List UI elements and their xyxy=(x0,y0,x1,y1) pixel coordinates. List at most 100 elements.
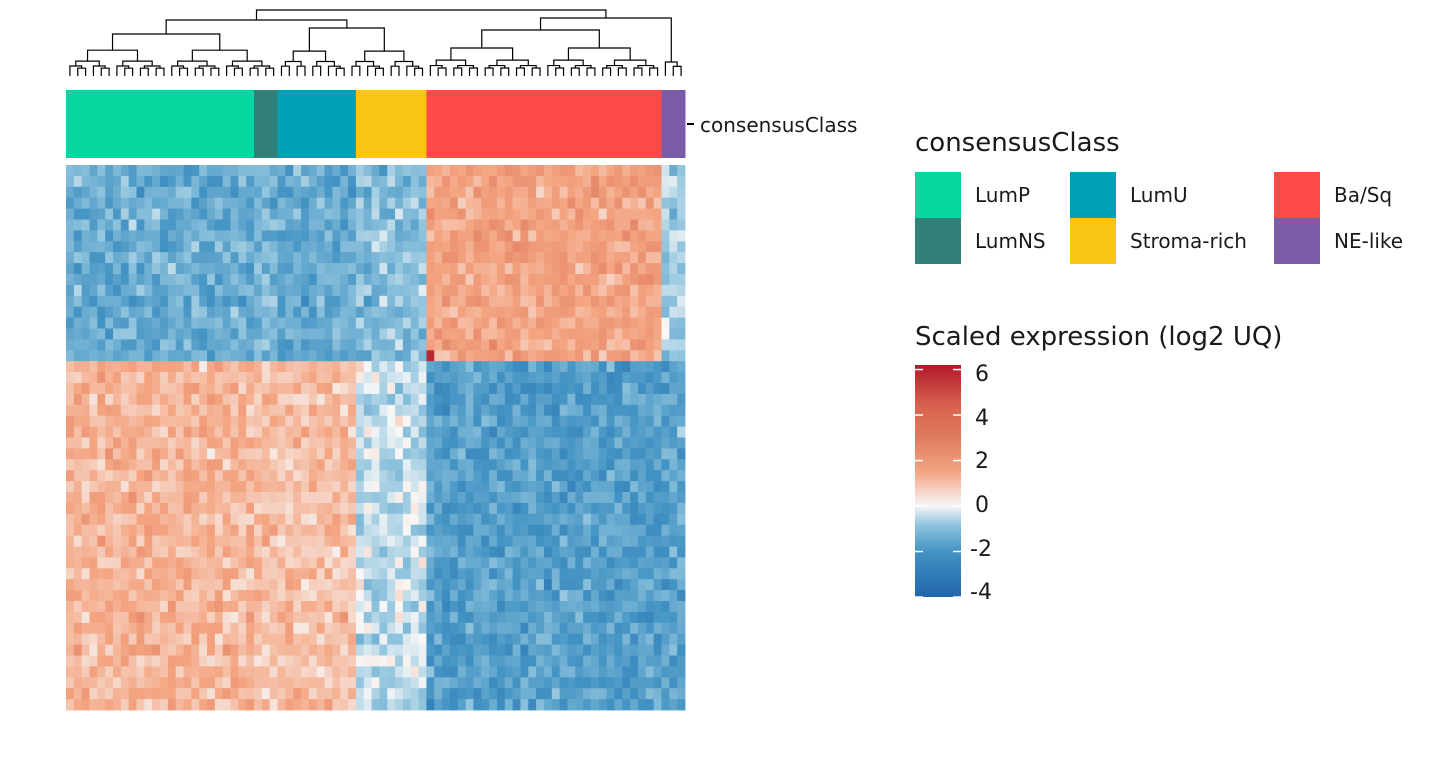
heatmap-cell xyxy=(583,622,592,635)
heatmap-cell xyxy=(653,481,662,493)
heatmap-cell xyxy=(293,252,302,264)
heatmap-cell xyxy=(183,230,192,242)
heatmap-cell xyxy=(89,448,98,460)
heatmap-cell xyxy=(363,677,372,689)
heatmap-cell xyxy=(89,339,98,351)
heatmap-cell xyxy=(66,284,75,297)
heatmap-cell xyxy=(301,579,310,591)
heatmap-cell xyxy=(207,306,216,318)
heatmap-cell xyxy=(512,175,521,188)
heatmap-cell xyxy=(277,339,286,351)
heatmap-cell xyxy=(301,208,310,220)
heatmap-cell xyxy=(199,655,208,667)
heatmap-cell xyxy=(214,557,224,569)
heatmap-cell xyxy=(402,688,412,700)
heatmap-cell xyxy=(363,546,372,558)
heatmap-cell xyxy=(316,579,325,591)
heatmap-cell xyxy=(113,611,122,624)
heatmap-cell xyxy=(559,186,568,199)
heatmap-cell xyxy=(677,666,686,678)
heatmap-cell xyxy=(504,426,514,438)
heatmap-cell xyxy=(590,393,600,406)
heatmap-cell xyxy=(630,339,639,351)
heatmap-cell xyxy=(481,295,490,308)
heatmap-cell xyxy=(496,655,506,667)
heatmap-cell xyxy=(81,677,90,689)
heatmap-cell xyxy=(89,557,98,569)
heatmap-cell xyxy=(230,426,239,438)
heatmap-cell xyxy=(340,284,349,297)
heatmap-cell xyxy=(504,208,514,220)
heatmap-cell xyxy=(167,219,177,231)
dendrogram-branch xyxy=(191,49,248,62)
heatmap-cell xyxy=(355,219,365,231)
heatmap-cell xyxy=(614,383,623,395)
heatmap-cell xyxy=(528,502,537,515)
heatmap-cell xyxy=(418,502,427,515)
heatmap-cell xyxy=(489,492,498,504)
heatmap-cell xyxy=(97,404,106,417)
heatmap-cell xyxy=(363,502,372,515)
heatmap-cell xyxy=(504,688,514,700)
heatmap-cell xyxy=(575,568,584,580)
heatmap-cell xyxy=(528,383,537,395)
heatmap-cell xyxy=(449,579,459,591)
heatmap-cell xyxy=(536,535,545,547)
heatmap-cell xyxy=(395,219,404,231)
heatmap-cell xyxy=(669,295,678,308)
heatmap-cell xyxy=(199,470,208,482)
heatmap-cell xyxy=(167,655,177,667)
heatmap-cell xyxy=(598,317,608,329)
dendrogram-branch xyxy=(265,67,275,76)
heatmap-cell xyxy=(559,219,568,231)
heatmap-cell xyxy=(160,186,169,199)
heatmap-cell xyxy=(669,404,678,417)
heatmap-cell xyxy=(379,677,388,689)
heatmap-cell xyxy=(324,404,333,417)
heatmap-cell xyxy=(630,252,639,264)
heatmap-cell xyxy=(442,165,451,177)
heatmap-cell xyxy=(230,579,239,591)
heatmap-cell xyxy=(175,328,184,340)
heatmap-cell xyxy=(175,557,184,569)
heatmap-cell xyxy=(520,404,529,417)
heatmap-cell xyxy=(199,295,208,308)
dendrogram-branch xyxy=(179,67,189,76)
heatmap-cell xyxy=(637,459,647,471)
heatmap-cell xyxy=(355,165,365,177)
heatmap-cell xyxy=(395,448,404,460)
heatmap-cell xyxy=(371,644,380,656)
heatmap-cell xyxy=(332,197,341,209)
heatmap-cell xyxy=(261,284,271,297)
heatmap-cell xyxy=(355,241,365,253)
heatmap-cell xyxy=(559,557,568,569)
heatmap-cell xyxy=(614,306,623,318)
heatmap-cell xyxy=(395,502,404,515)
heatmap-cell xyxy=(449,437,459,449)
heatmap-cell xyxy=(238,546,247,558)
heatmap-cell xyxy=(81,252,90,264)
heatmap-cell xyxy=(402,274,412,286)
heatmap-cell xyxy=(473,546,482,558)
heatmap-cell xyxy=(426,448,435,460)
heatmap-cell xyxy=(630,546,639,558)
heatmap-cell xyxy=(496,393,506,406)
heatmap-cell xyxy=(73,350,83,362)
heatmap-cell xyxy=(238,284,247,297)
heatmap-cell xyxy=(332,306,341,318)
heatmap-cell xyxy=(128,601,137,613)
heatmap-cell xyxy=(214,393,224,406)
heatmap-cell xyxy=(645,241,655,253)
heatmap-cell xyxy=(363,219,372,231)
heatmap-cell xyxy=(387,219,396,231)
heatmap-cell xyxy=(434,165,443,177)
heatmap-cell xyxy=(489,306,498,318)
heatmap-cell xyxy=(246,350,255,362)
heatmap-cell xyxy=(442,383,451,395)
heatmap-cell xyxy=(191,263,200,275)
heatmap-cell xyxy=(653,535,662,547)
heatmap-cell xyxy=(293,230,302,242)
heatmap-cell xyxy=(371,306,380,318)
heatmap-cell xyxy=(128,175,137,188)
heatmap-cell xyxy=(512,165,521,177)
